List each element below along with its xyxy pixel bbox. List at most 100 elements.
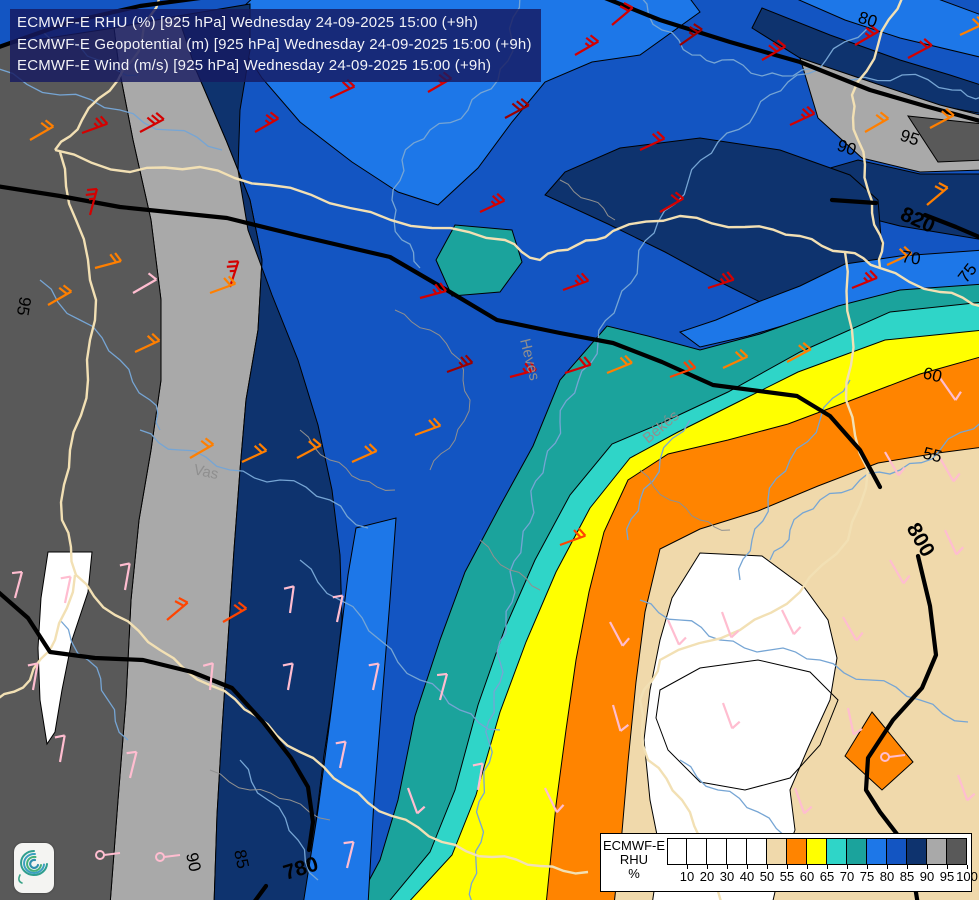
wind-barb (209, 275, 237, 295)
legend-cell (767, 838, 787, 865)
legend-tick-value: 70 (839, 869, 855, 884)
map-region-rh-55-60-pocket (844, 711, 914, 791)
wind-barb (889, 559, 911, 585)
wind-barb (132, 272, 158, 294)
wind-barb (611, 704, 630, 732)
wind-barb (27, 662, 39, 691)
title-line-wind: ECMWF-E Wind (m/s) [925 hPa] Wednesday 2… (17, 57, 492, 74)
wind-barb (254, 111, 280, 133)
legend-tick-value: 60 (799, 869, 815, 884)
contour-label: 90 (835, 136, 859, 160)
wind-barb (722, 348, 749, 369)
legend-tick-value: 50 (759, 869, 775, 884)
contour-geopotential-820-b (922, 212, 979, 240)
country-border (850, 0, 903, 269)
wind-barb (11, 570, 24, 599)
wind-barb (721, 702, 741, 730)
legend-cell (887, 838, 907, 865)
map-region-rh-95-100-ne (907, 115, 979, 163)
wind-barb (368, 662, 380, 691)
map-region-rh-75-80-ne-stripe (797, 0, 979, 58)
wind-barb (707, 271, 735, 290)
river-line (0, 68, 223, 151)
wind-barb (789, 105, 816, 126)
wind-barb (446, 354, 474, 374)
country-border (0, 574, 77, 699)
wind-barb (611, 1, 634, 26)
wind-barb (436, 672, 449, 701)
river-line (139, 429, 369, 529)
wind-barb (504, 98, 530, 119)
wind-barb (564, 356, 592, 375)
wind-barb (282, 662, 294, 691)
wind-barb (639, 130, 666, 151)
wind-barb (544, 787, 565, 814)
county-boundary (639, 469, 731, 531)
wind-barb (574, 34, 600, 56)
contour-geopotential-780-b (253, 883, 269, 900)
wind-barb (886, 245, 913, 266)
river-line (59, 619, 129, 741)
legend-cell (847, 838, 867, 865)
legend-cell (727, 838, 747, 865)
wind-barb (793, 787, 813, 815)
contour-label: 55 (921, 443, 944, 466)
wind-barb (609, 621, 630, 647)
wind-barb (95, 850, 121, 860)
wind-barb (139, 112, 165, 133)
wind-barb (939, 457, 961, 483)
river-line (769, 423, 979, 561)
wind-barb (332, 594, 344, 623)
wind-barb (222, 601, 248, 623)
wind-barb (479, 192, 506, 213)
logo-spiral-icon (18, 850, 48, 884)
legend-label: ECMWF-E RHU % (601, 834, 667, 891)
river-line (299, 559, 501, 731)
wind-barb (926, 181, 949, 206)
wind-barb (81, 115, 109, 135)
legend-parameter-name: RHU (619, 852, 649, 867)
map-region-rh-75-80-sw-stripe (303, 517, 397, 900)
wind-barb (155, 852, 181, 862)
wind-barb (761, 39, 787, 61)
wind-barb (880, 752, 906, 762)
wind-barb (929, 108, 955, 129)
legend-tick-value: 40 (739, 869, 755, 884)
wind-barb (60, 575, 72, 604)
contour-label: 90 (182, 851, 205, 873)
legend-tick-value: 55 (779, 869, 795, 884)
legend-cell (687, 838, 707, 865)
wind-barb (956, 774, 976, 802)
legend-cell (787, 838, 807, 865)
legend-model-name: ECMWF-E (602, 838, 666, 853)
legend-tick-value: 65 (819, 869, 835, 884)
legend-tick-value: 90 (919, 869, 935, 884)
contour-geopotential-840 (604, 0, 979, 123)
legend-tick-value: 100 (956, 869, 978, 884)
wind-barb (94, 252, 122, 270)
wind-barb (606, 354, 633, 375)
wind-barb (226, 260, 240, 288)
contour-label: 95 (13, 295, 35, 317)
country-border (638, 251, 870, 900)
wind-barb (559, 527, 587, 547)
wind-barb (851, 269, 878, 290)
wind-barb (659, 191, 685, 213)
inner-dry-contour (655, 659, 839, 791)
legend-tick-value: 20 (699, 869, 715, 884)
wind-barb (786, 342, 812, 363)
title-line-rhu: ECMWF-E RHU (%) [925 hPa] Wednesday 24-0… (17, 14, 479, 31)
map-region-rh-70-75-patch (435, 224, 523, 297)
wind-barb (669, 359, 697, 379)
legend-cell (807, 838, 827, 865)
map-title-block: ECMWF-E RHU (%) [925 hPa] Wednesday 24-0… (10, 9, 541, 82)
county-boundary (209, 769, 331, 821)
wind-barb (189, 437, 215, 459)
wind-barb (509, 361, 537, 379)
wind-barb (781, 609, 802, 636)
legend-cell (667, 838, 687, 865)
wind-barb (202, 662, 214, 691)
contour-label: 80 (856, 8, 880, 32)
legend-color-scale: 10 20 30 40 50 55 60 65 70 75 80 85 90 95 100 (667, 834, 978, 891)
wind-barb (406, 787, 426, 815)
